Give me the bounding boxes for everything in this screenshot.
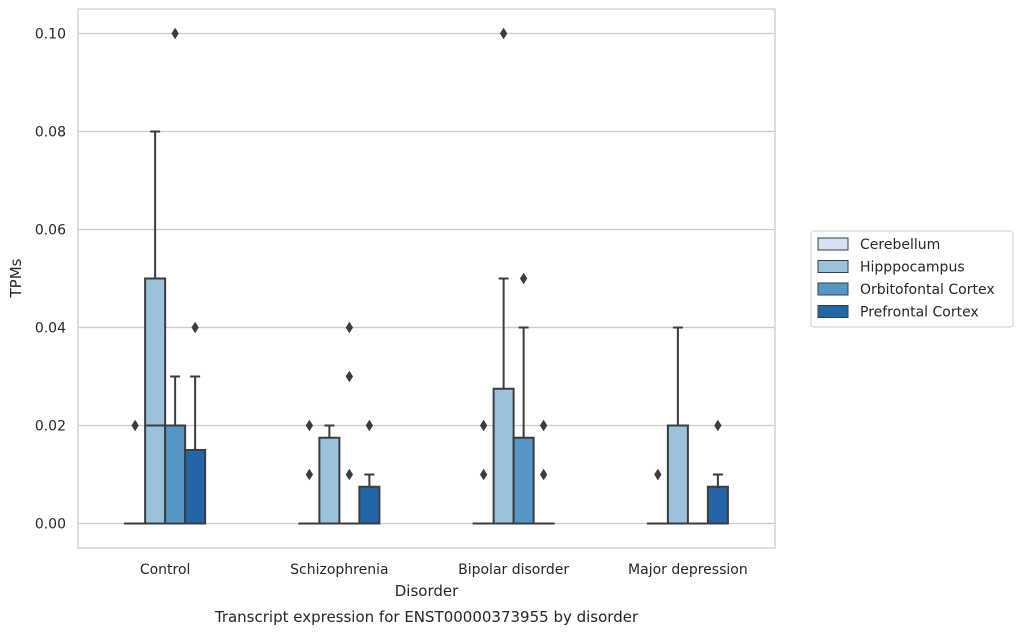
plot-marks bbox=[124, 27, 729, 525]
plot-frame bbox=[77, 8, 776, 549]
outlier-point bbox=[539, 468, 548, 481]
legend-label: Hipppocampus bbox=[860, 260, 965, 276]
x-tick-label: Bipolar disorder bbox=[458, 562, 569, 578]
outlier-point bbox=[519, 272, 528, 285]
box-orbitofontal-cortex bbox=[164, 27, 187, 525]
x-tick-label: Control bbox=[140, 562, 191, 578]
outlier-point bbox=[131, 419, 139, 432]
y-tick-label: 0.10 bbox=[35, 27, 66, 43]
outlier-point bbox=[539, 419, 548, 432]
y-tick-label: 0.08 bbox=[35, 125, 66, 141]
y-tick-label: 0.06 bbox=[35, 223, 66, 239]
box-prefrontal-cortex bbox=[706, 419, 729, 525]
legend-swatch bbox=[817, 305, 849, 318]
box-body bbox=[184, 449, 207, 525]
box-body bbox=[706, 485, 729, 525]
legend-label: Cerebellum bbox=[860, 237, 940, 253]
y-axis-title: TPMs bbox=[7, 258, 25, 298]
chart-caption: Transcript expression for ENST0000037395… bbox=[214, 608, 639, 626]
box-body bbox=[666, 424, 689, 525]
legend-label: Orbitofontal Cortex bbox=[860, 282, 995, 298]
box-hipppocampus bbox=[318, 424, 341, 525]
outlier-point bbox=[479, 419, 488, 432]
outlier-point bbox=[345, 468, 354, 481]
y-tick-label: 0.02 bbox=[35, 419, 66, 435]
outlier-point bbox=[305, 419, 314, 432]
box-prefrontal-cortex bbox=[358, 419, 381, 525]
y-axis-ticks: 0.00 0.02 0.04 0.06 0.08 0.10 bbox=[35, 27, 66, 533]
box-body bbox=[492, 387, 515, 525]
outlier-point bbox=[499, 27, 508, 40]
outlier-point bbox=[365, 419, 374, 432]
box-body bbox=[512, 436, 535, 525]
x-axis-ticks: Control Schizophrenia Bipolar disorder Majo… bbox=[140, 562, 748, 578]
outlier-point bbox=[714, 419, 722, 432]
box-body bbox=[358, 485, 381, 525]
box-cerebellum bbox=[298, 419, 321, 525]
box-body bbox=[144, 277, 167, 525]
outlier-point bbox=[305, 468, 314, 481]
x-axis-title: Disorder bbox=[395, 582, 459, 600]
box-prefrontal-cortex bbox=[532, 419, 555, 525]
outlier-point bbox=[654, 468, 662, 481]
box-hipppocampus bbox=[144, 130, 167, 525]
outlier-point bbox=[345, 321, 354, 334]
outlier-point bbox=[171, 27, 179, 40]
box-orbitofontal-cortex bbox=[512, 272, 535, 525]
y-tick-label: 0.00 bbox=[35, 517, 66, 533]
legend-swatch bbox=[817, 282, 849, 296]
outlier-point bbox=[345, 370, 354, 383]
box-body bbox=[318, 436, 341, 525]
legend-swatch bbox=[817, 237, 849, 251]
box-cerebellum bbox=[472, 419, 495, 525]
legend-swatch bbox=[817, 260, 849, 273]
x-tick-label: Major depression bbox=[628, 562, 748, 578]
box-hipppocampus bbox=[666, 326, 689, 525]
legend: Cerebellum Hipppocampus Orbitofontal Corte… bbox=[810, 230, 1014, 328]
outlier-point bbox=[479, 468, 488, 481]
box-hipppocampus bbox=[492, 27, 515, 525]
box-body bbox=[164, 424, 187, 525]
box-cerebellum bbox=[646, 468, 669, 525]
outlier-point bbox=[191, 321, 199, 334]
x-tick-label: Schizophrenia bbox=[290, 562, 388, 578]
y-tick-label: 0.04 bbox=[35, 321, 66, 337]
box-cerebellum bbox=[124, 419, 147, 525]
legend-frame bbox=[810, 230, 1014, 328]
legend-label: Prefrontal Cortex bbox=[860, 305, 979, 321]
box-orbitofontal-cortex bbox=[338, 321, 361, 525]
box-prefrontal-cortex bbox=[184, 321, 207, 525]
